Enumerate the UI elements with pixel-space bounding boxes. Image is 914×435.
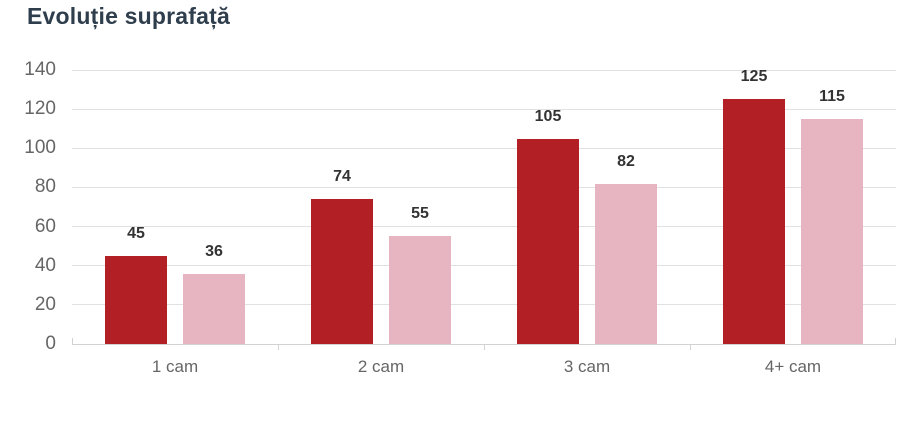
bar — [311, 199, 373, 344]
y-tick-label: 0 — [45, 333, 56, 354]
bar-value-label: 74 — [333, 168, 351, 186]
bar — [517, 138, 579, 344]
bar — [105, 255, 167, 344]
y-tick-label: 60 — [34, 215, 56, 237]
gridline — [72, 147, 896, 149]
chart-title: Evoluție suprafață — [27, 3, 230, 29]
x-axis-line — [72, 344, 896, 345]
bar-value-label: 125 — [740, 68, 768, 86]
bar-value-label: 82 — [617, 152, 635, 170]
axis-tick — [484, 345, 485, 350]
category-label: 4+ cam — [764, 357, 822, 376]
bar-value-label: 55 — [411, 205, 429, 223]
y-tick-label: 120 — [24, 98, 56, 120]
category-label: 1 cam — [151, 357, 199, 376]
axis-endcap — [72, 338, 73, 345]
bar — [723, 99, 785, 344]
y-tick-label: 40 — [34, 254, 56, 276]
category-label: 3 cam — [563, 357, 611, 376]
axis-tick — [690, 345, 691, 350]
bar — [801, 118, 863, 344]
gridline — [72, 186, 896, 188]
category-label: 2 cam — [357, 357, 405, 376]
gridline — [72, 69, 896, 71]
axis-tick — [278, 345, 279, 350]
gridline — [72, 304, 896, 306]
plot-area: 45 36 1 cam 74 55 2 cam 105 82 3 cam 125 115 4+ cam — [72, 68, 896, 376]
bar — [389, 236, 451, 344]
y-axis-labels: 0 20 40 60 80 100 120 140 — [0, 59, 58, 354]
axis-endcap — [895, 338, 896, 345]
gridline — [72, 265, 896, 267]
gridline — [72, 108, 896, 110]
y-tick-label: 20 — [34, 293, 56, 315]
bar-value-label: 115 — [819, 87, 845, 105]
y-tick-label: 140 — [24, 59, 56, 80]
bar-value-label: 45 — [127, 224, 145, 242]
bar-value-label: 105 — [534, 107, 562, 125]
bar — [183, 273, 245, 344]
gridline — [72, 226, 896, 228]
legend: Suprafață medie 2000 - 2008 Suprafață me… — [0, 408, 914, 435]
y-tick-label: 80 — [34, 176, 56, 198]
bar — [595, 183, 657, 344]
y-tick-label: 100 — [24, 137, 56, 159]
bar-value-label: 36 — [205, 242, 223, 260]
